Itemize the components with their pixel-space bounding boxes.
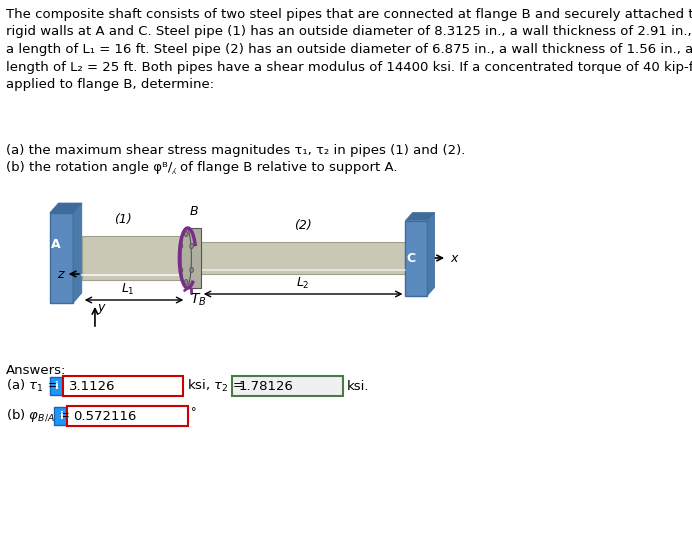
Circle shape — [185, 232, 188, 236]
FancyBboxPatch shape — [63, 376, 183, 396]
Polygon shape — [428, 212, 435, 295]
Text: The composite shaft consists of two steel pipes that are connected at flange B a: The composite shaft consists of two stee… — [6, 8, 692, 91]
Polygon shape — [50, 203, 82, 213]
Polygon shape — [406, 212, 435, 220]
Polygon shape — [73, 203, 82, 303]
Text: (b) $\varphi_{B/A}$ =: (b) $\varphi_{B/A}$ = — [6, 408, 70, 425]
Text: B: B — [189, 205, 198, 218]
Circle shape — [185, 279, 188, 285]
Polygon shape — [186, 228, 201, 288]
Text: $L_1$: $L_1$ — [121, 282, 135, 297]
Text: A: A — [51, 237, 60, 250]
Text: y: y — [97, 301, 104, 315]
Text: 3.1126: 3.1126 — [69, 379, 115, 392]
Polygon shape — [406, 220, 428, 295]
Text: ksi, $\tau_2$ =: ksi, $\tau_2$ = — [187, 378, 244, 394]
Text: z: z — [57, 267, 64, 280]
Text: i: i — [59, 411, 62, 421]
Text: (b) the rotation angle φᴮ/⁁ of flange B relative to support A.: (b) the rotation angle φᴮ/⁁ of flange B … — [6, 161, 397, 174]
FancyBboxPatch shape — [233, 376, 343, 396]
Text: ksi.: ksi. — [347, 379, 370, 392]
Text: (a) $\tau_1$ =: (a) $\tau_1$ = — [6, 378, 59, 394]
FancyBboxPatch shape — [54, 407, 67, 425]
Polygon shape — [50, 213, 73, 303]
Text: (a) the maximum shear stress magnitudes τ₁, τ₂ in pipes (1) and (2).: (a) the maximum shear stress magnitudes … — [6, 144, 465, 157]
Text: Answers:: Answers: — [6, 364, 66, 377]
Ellipse shape — [181, 228, 192, 288]
FancyBboxPatch shape — [67, 406, 188, 426]
Circle shape — [190, 243, 193, 249]
Circle shape — [190, 267, 193, 272]
Circle shape — [179, 243, 183, 249]
Text: 1.78126: 1.78126 — [238, 379, 293, 392]
Text: $L_2$: $L_2$ — [296, 276, 310, 291]
Text: x: x — [450, 251, 457, 264]
Polygon shape — [201, 242, 406, 274]
Text: (1): (1) — [114, 213, 132, 226]
Text: (2): (2) — [294, 219, 312, 232]
Text: 0.572116: 0.572116 — [73, 410, 136, 422]
Circle shape — [179, 267, 183, 272]
FancyBboxPatch shape — [50, 377, 63, 395]
Polygon shape — [82, 236, 186, 280]
Text: $T_B$: $T_B$ — [190, 292, 206, 308]
Text: °: ° — [191, 407, 196, 417]
Text: i: i — [55, 381, 58, 391]
Text: C: C — [407, 251, 416, 264]
